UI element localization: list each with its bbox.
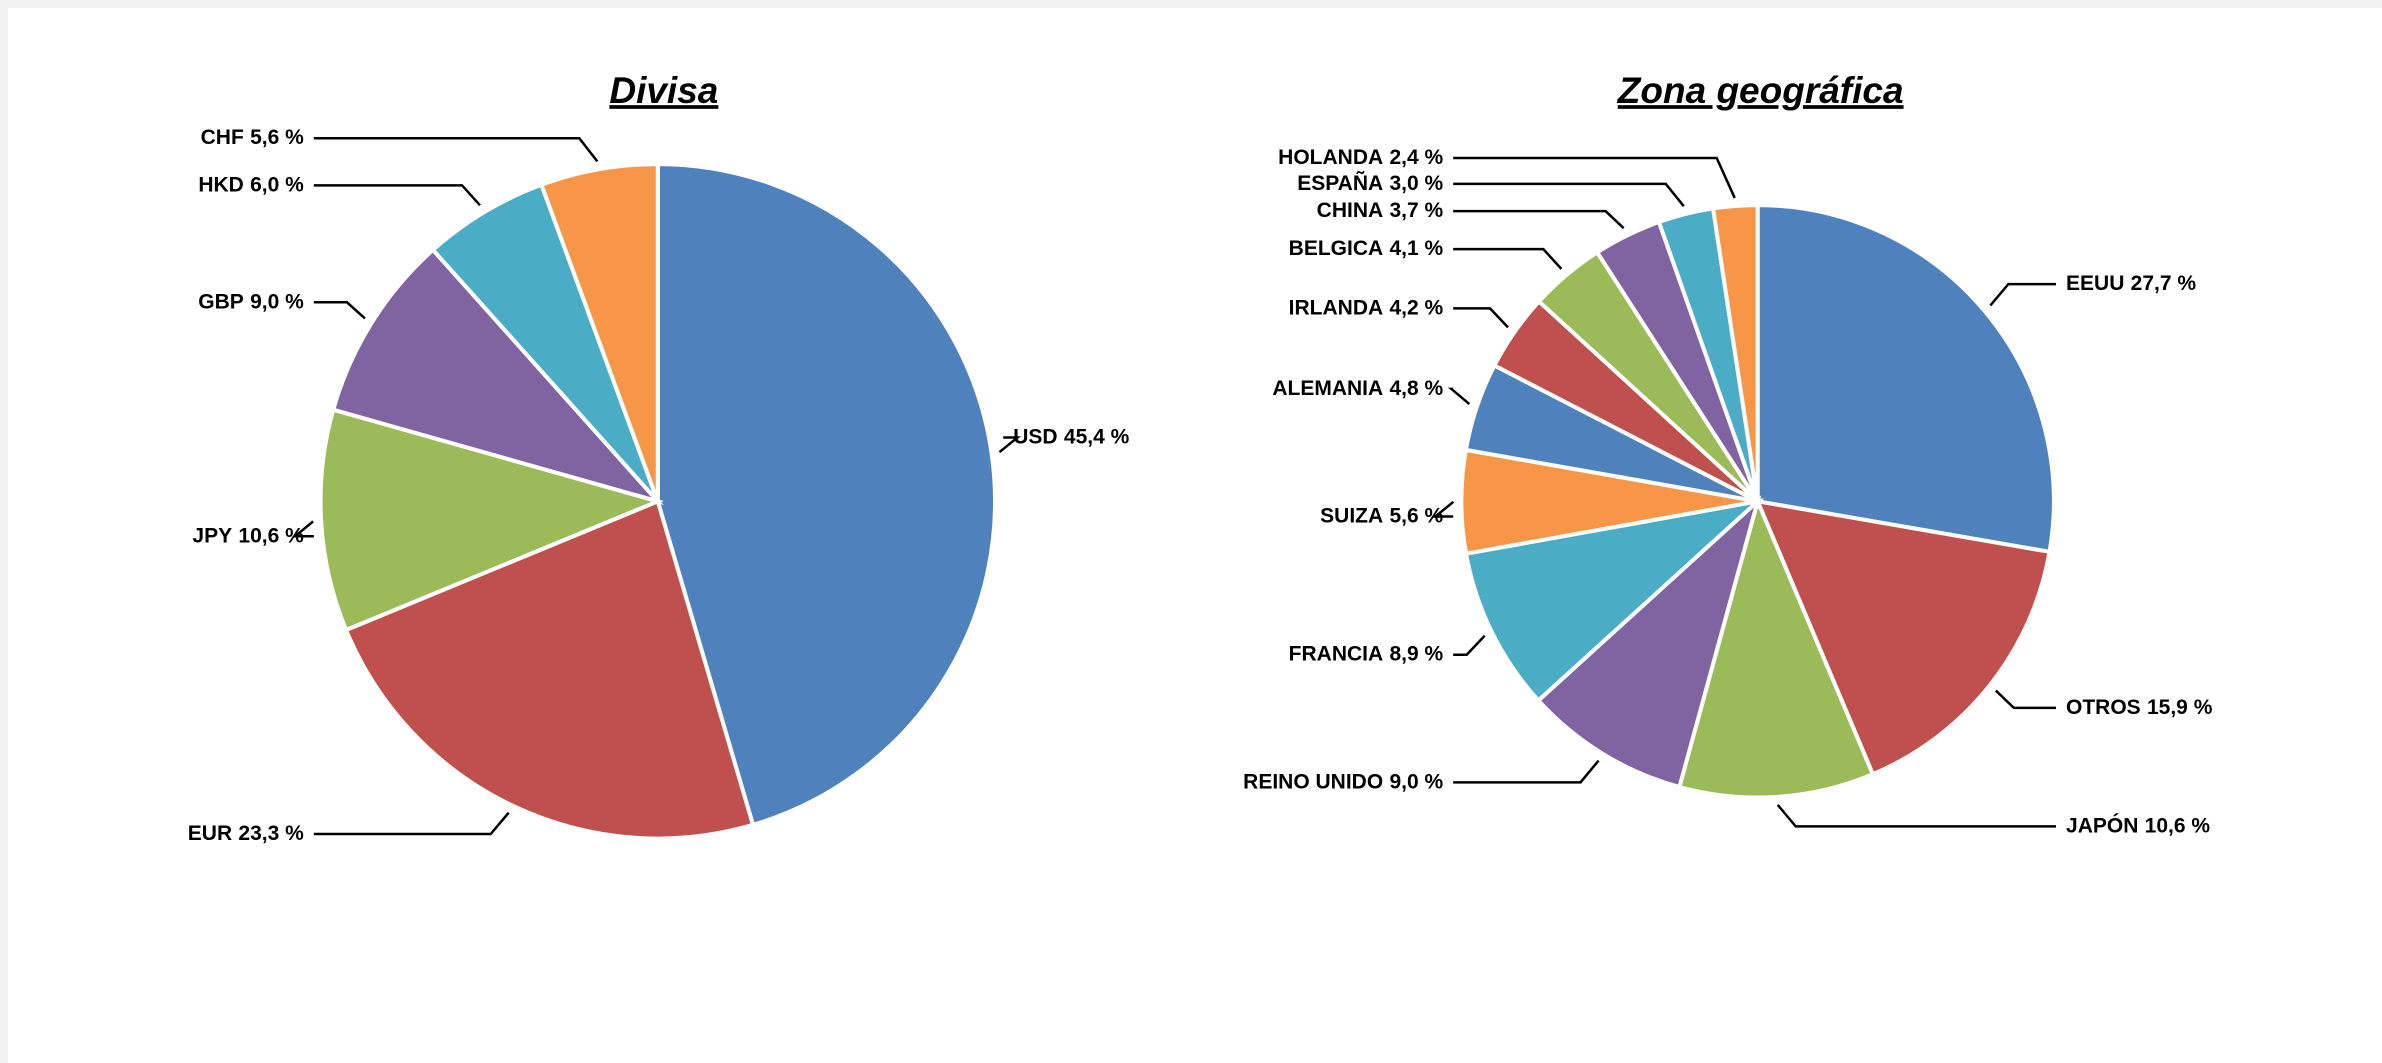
slice-label: EUR 23,3 % (188, 822, 304, 845)
slice-value: 3,0 % (1389, 171, 1443, 194)
leader-line (1453, 156, 1736, 199)
slice-category: ESPAÑA (1297, 171, 1383, 194)
slice-label: CHINA 3,7 % (1317, 199, 1444, 222)
leader-line (998, 436, 1022, 454)
slice-category: CHINA (1317, 199, 1384, 222)
slice-category: EUR (188, 822, 232, 845)
slice-category: CHF (201, 126, 244, 149)
slice-label: JPY 10,6 % (192, 524, 304, 547)
slice-value: 6,0 % (250, 173, 304, 196)
leader-line (1447, 387, 1471, 405)
slice-label: HOLANDA 2,4 % (1278, 146, 1443, 169)
leader-line (313, 301, 366, 320)
pie-slice (655, 162, 997, 828)
leader-line (291, 520, 314, 538)
slice-category: ALEMANIA (1272, 376, 1383, 399)
pie-slice (1710, 203, 1760, 502)
slice-value: 5,6 % (250, 126, 304, 149)
slice-value: 5,6 % (1389, 504, 1443, 527)
pie-slice (1754, 498, 2052, 777)
chart-title: Zona geográfica (1617, 70, 1904, 111)
leader-line (1453, 759, 1600, 784)
slice-category: FRANCIA (1289, 642, 1384, 665)
slice-value: 10,6 % (238, 524, 304, 547)
slice-value: 4,2 % (1389, 296, 1443, 319)
pie-slice (318, 407, 664, 633)
slice-label: IRLANDA 4,2 % (1289, 296, 1444, 319)
slice-category: REINO UNIDO (1243, 770, 1383, 793)
pie-slice (330, 247, 664, 506)
slice-value: 45,4 % (1064, 425, 1130, 448)
slice-category: SUIZA (1320, 504, 1383, 527)
leader-line (313, 136, 599, 163)
leader-line (1453, 182, 1685, 207)
chart-title: Divisa (609, 70, 718, 111)
slice-value: 8,9 % (1389, 642, 1443, 665)
slice-label: BELGICA 4,1 % (1289, 237, 1444, 260)
leader-line (1994, 689, 2057, 710)
leader-line (313, 811, 510, 836)
leader-line (1453, 634, 1486, 656)
slice-value: 3,7 % (1389, 199, 1443, 222)
slice-value: 9,0 % (250, 290, 304, 313)
slice-value: 4,8 % (1389, 376, 1443, 399)
pie-slice (343, 498, 756, 841)
pie-slice (430, 182, 660, 503)
slice-value: 27,7 % (2131, 272, 2197, 295)
leader-line (1453, 209, 1625, 230)
pie-slice (1676, 495, 1876, 800)
slice-category: GBP (198, 290, 244, 313)
slice-category: BELGICA (1289, 237, 1384, 260)
slice-category: JAPÓN (2066, 813, 2138, 837)
pie-slice (1463, 498, 1765, 704)
pie-slice (1755, 203, 2056, 555)
leader-line (1776, 804, 2057, 828)
slice-label: OTROS 15,9 % (2066, 695, 2213, 718)
slice-label: ALEMANIA 4,8 % (1272, 376, 1443, 399)
slice-value: 4,1 % (1389, 237, 1443, 260)
slice-category: HKD (198, 173, 244, 196)
slice-value: 10,6 % (2145, 814, 2211, 837)
slice-label: CHF 5,6 % (201, 126, 304, 149)
slice-label: SUIZA 5,6 % (1320, 504, 1443, 527)
pie-slice (1535, 495, 1762, 790)
pie-slice (538, 162, 660, 503)
leader-line (313, 184, 481, 207)
slice-label: ESPAÑA 3,0 % (1297, 171, 1443, 194)
slice-label: USD 45,4 % (1013, 425, 1129, 448)
leader-line (1453, 307, 1509, 329)
slice-category: IRLANDA (1289, 296, 1384, 319)
slice-label: GBP 9,0 % (198, 290, 304, 313)
slice-label: JAPÓN 10,6 % (2066, 813, 2210, 837)
slice-value: 15,9 % (2147, 695, 2213, 718)
slice-label: EEUU 27,7 % (2066, 272, 2196, 295)
slice-value: 2,4 % (1389, 146, 1443, 169)
slice-category: USD (1013, 425, 1057, 448)
slice-category: EEUU (2066, 272, 2124, 295)
slice-category: HOLANDA (1278, 146, 1383, 169)
leader-line (1431, 500, 1455, 518)
slice-category: OTROS (2066, 695, 2141, 718)
slice-label: FRANCIA 8,9 % (1289, 642, 1444, 665)
slice-value: 9,0 % (1389, 770, 1443, 793)
leader-line (1989, 282, 2057, 307)
slice-label: REINO UNIDO 9,0 % (1243, 770, 1443, 793)
slice-value: 23,3 % (238, 822, 304, 845)
leader-line (1453, 247, 1563, 270)
slice-category: JPY (192, 524, 232, 547)
slice-label: HKD 6,0 % (198, 173, 304, 196)
